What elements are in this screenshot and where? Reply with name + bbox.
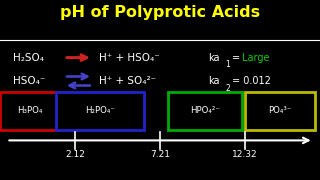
Text: ka: ka [208, 53, 220, 63]
Text: H₂PO₄⁻: H₂PO₄⁻ [85, 106, 115, 115]
Text: PO₄³⁻: PO₄³⁻ [268, 106, 292, 115]
FancyBboxPatch shape [245, 92, 315, 130]
Text: H⁺ + SO₄²⁻: H⁺ + SO₄²⁻ [99, 76, 156, 86]
Text: H₂SO₄: H₂SO₄ [13, 53, 44, 63]
Text: HPO₄²⁻: HPO₄²⁻ [190, 106, 220, 115]
FancyBboxPatch shape [168, 92, 242, 130]
Text: 7.21: 7.21 [150, 150, 170, 159]
Text: pH of Polyprotic Acids: pH of Polyprotic Acids [60, 5, 260, 20]
Text: 1: 1 [226, 60, 230, 69]
Text: H⁺ + HSO₄⁻: H⁺ + HSO₄⁻ [99, 53, 160, 63]
Text: ka: ka [208, 76, 220, 86]
FancyBboxPatch shape [56, 92, 144, 130]
Text: 2.12: 2.12 [65, 150, 85, 159]
Text: 12.32: 12.32 [232, 150, 258, 159]
Text: =: = [232, 53, 240, 63]
Text: = 0.012: = 0.012 [232, 76, 271, 86]
Text: 2: 2 [226, 84, 230, 93]
Text: HSO₄⁻: HSO₄⁻ [13, 76, 45, 86]
Text: H₃PO₄: H₃PO₄ [17, 106, 42, 115]
FancyBboxPatch shape [0, 92, 59, 130]
Text: Large: Large [242, 53, 269, 63]
